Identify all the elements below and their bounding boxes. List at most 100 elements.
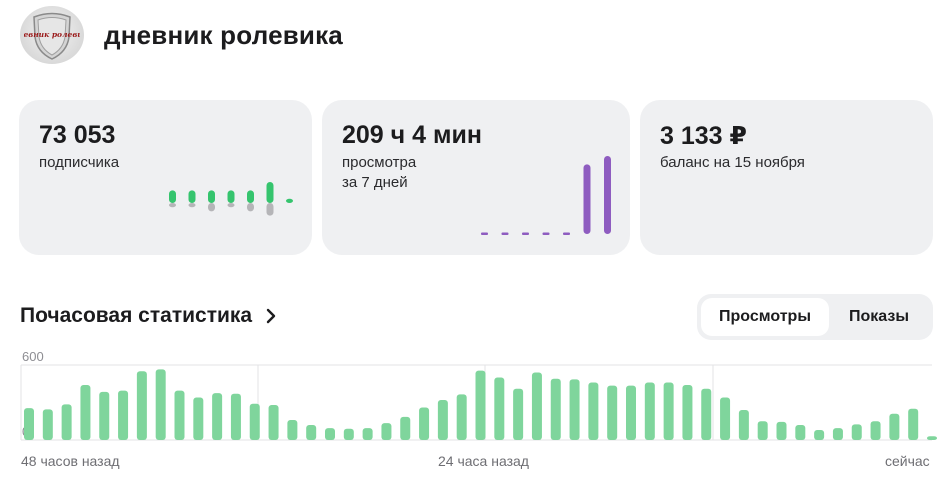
views-bar [481, 232, 488, 235]
hourly-bar[interactable] [757, 421, 768, 440]
balance-card[interactable]: 3 133 ₽ баланс на 15 ноября [640, 100, 933, 255]
hourly-bar[interactable] [174, 390, 185, 440]
hourly-bar[interactable] [607, 385, 618, 440]
x-label-24h: 24 часа назад [438, 453, 529, 469]
tab-impressions[interactable]: Показы [849, 308, 909, 325]
views-hours-unit: ч [390, 121, 406, 149]
metric-switcher: Просмотры Показы [697, 294, 933, 340]
views-label-line2: за 7 дней [342, 174, 408, 191]
hourly-bar[interactable] [738, 410, 749, 440]
views-bar [583, 164, 591, 234]
subscribers-loss-bar [169, 203, 176, 208]
hourly-bar[interactable] [155, 369, 166, 440]
hourly-bar[interactable] [531, 372, 542, 441]
balance-label: баланс на 15 ноября [660, 154, 805, 171]
subscribers-gain-bar [169, 190, 176, 203]
hourly-bar[interactable] [362, 428, 373, 440]
hourly-bar[interactable] [419, 407, 430, 441]
hourly-bar[interactable] [381, 423, 392, 440]
hourly-chart: 6000 [20, 349, 937, 441]
views-bar [563, 232, 570, 235]
views-label: просмотра за 7 дней [342, 153, 416, 193]
hourly-bar[interactable] [832, 428, 843, 440]
hourly-bar[interactable] [306, 425, 317, 440]
avatar-text: Дневник ролевика [24, 30, 80, 39]
subscribers-loss-bar [247, 203, 254, 212]
hourly-bar[interactable] [626, 385, 636, 440]
hourly-bar[interactable] [118, 390, 129, 440]
channel-title: дневник ролевика [104, 19, 343, 50]
x-label-48h: 48 часов назад [21, 453, 120, 469]
subscribers-gain-bar [247, 190, 254, 203]
tab-views[interactable]: Просмотры [701, 298, 829, 336]
views-duration: 209 ч 4 мин [342, 121, 482, 150]
hourly-stats-link[interactable]: Почасовая статистика [20, 304, 278, 328]
hourly-bar[interactable] [42, 409, 53, 440]
hourly-bar[interactable] [776, 421, 787, 440]
channel-header: Дневник ролевика дневник ролевика [20, 6, 343, 64]
y-tick-label: 600 [22, 349, 44, 364]
hourly-bar[interactable] [682, 385, 693, 440]
subscribers-loss-bar [227, 203, 235, 208]
hourly-bar[interactable] [99, 391, 110, 440]
subscribers-count: 73 053 [39, 121, 116, 149]
hourly-bar[interactable] [927, 436, 937, 440]
hourly-bar[interactable] [212, 393, 223, 440]
hourly-bar[interactable] [475, 370, 486, 440]
hourly-bar[interactable] [249, 403, 260, 440]
hourly-bar[interactable] [494, 377, 505, 441]
hourly-bar[interactable] [325, 428, 335, 440]
hourly-bar[interactable] [908, 408, 919, 440]
hourly-bar[interactable] [569, 379, 580, 440]
hourly-bar[interactable] [268, 405, 279, 440]
subscribers-card[interactable]: 73 053 подписчика [19, 100, 312, 255]
views-bar [542, 232, 550, 235]
views-minutes: 4 [412, 121, 427, 149]
hourly-bar[interactable] [24, 408, 34, 440]
views-hours: 209 [342, 121, 384, 149]
shield-logo-icon: Дневник ролевика [24, 12, 80, 60]
hourly-bar[interactable] [61, 404, 72, 440]
hourly-bar[interactable] [343, 428, 354, 440]
hourly-bar[interactable] [870, 421, 881, 440]
hourly-bar[interactable] [136, 371, 147, 440]
subscribers-loss-bar [188, 203, 196, 208]
subscribers-gain-bar [266, 182, 274, 203]
hourly-bar[interactable] [701, 388, 712, 440]
views-bar [522, 232, 529, 235]
subscribers-gain-bar [227, 190, 235, 203]
hourly-bar[interactable] [663, 382, 674, 441]
chevron-right-icon [266, 308, 276, 324]
hourly-stats-title: Почасовая статистика [20, 304, 253, 327]
subscribers-gain-bar [286, 198, 293, 203]
balance-value: 3 133 ₽ [660, 122, 747, 150]
hourly-bar[interactable] [795, 425, 806, 440]
hourly-bar[interactable] [456, 394, 467, 440]
hourly-bar[interactable] [550, 378, 561, 440]
views-bar [604, 156, 611, 234]
views-minutes-unit: мин [433, 121, 482, 149]
hourly-bar[interactable] [644, 382, 655, 441]
hourly-bar[interactable] [437, 400, 448, 440]
views-bar [501, 232, 509, 235]
hourly-bar[interactable] [851, 424, 862, 440]
hourly-bar[interactable] [720, 397, 731, 441]
hourly-bar[interactable] [230, 393, 241, 440]
views-label-line1: просмотра [342, 154, 417, 171]
views-sparkline [481, 156, 611, 235]
hourly-bar[interactable] [287, 420, 298, 440]
hourly-bar[interactable] [80, 385, 91, 440]
subscribers-label: подписчика [39, 154, 120, 171]
hourly-bar[interactable] [400, 416, 411, 440]
views-card[interactable]: 209 ч 4 мин просмотра за 7 дней [322, 100, 630, 255]
channel-avatar[interactable]: Дневник ролевика [20, 6, 84, 64]
subscribers-loss-bar [208, 203, 215, 212]
subscribers-loss-bar [266, 203, 274, 216]
hourly-bar[interactable] [814, 430, 825, 440]
hourly-bar[interactable] [513, 388, 524, 440]
hourly-bar[interactable] [588, 382, 599, 441]
subscribers-sparkline [169, 182, 293, 216]
hourly-bar[interactable] [889, 413, 900, 440]
hourly-bar[interactable] [193, 397, 204, 441]
subscribers-gain-bar [208, 190, 215, 203]
